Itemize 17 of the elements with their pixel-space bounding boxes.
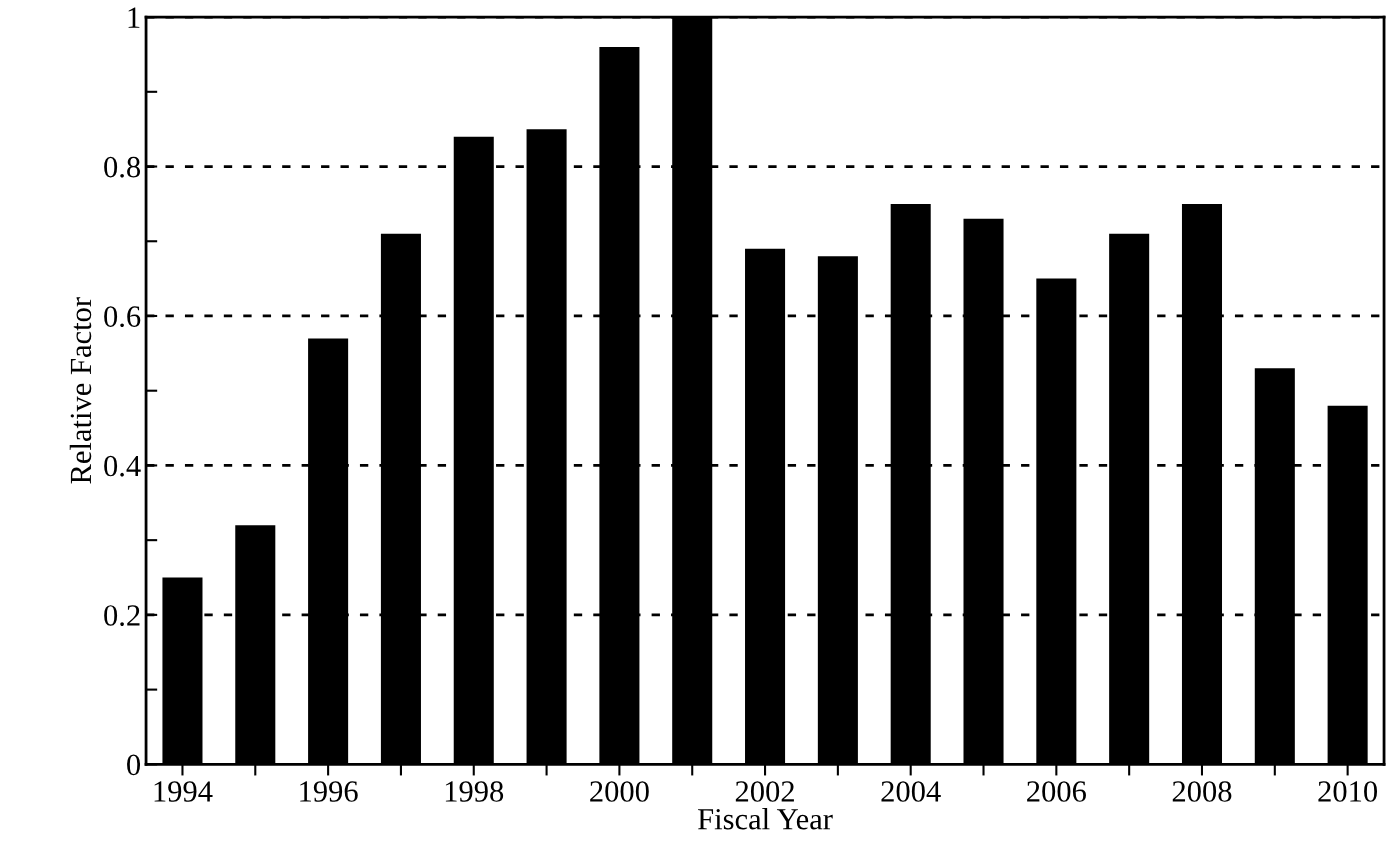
y-tick-label: 0.4 [104,455,141,477]
y-tick-label: 0.2 [104,605,140,626]
x-tick-label: 2010 [1318,781,1378,802]
y-tick-label: 1 [128,7,140,28]
x-tick-label: 1994 [154,781,213,802]
x-tick-label: 2002 [735,781,794,802]
x-tick-label: 1998 [445,781,504,802]
x-tick-label: 2008 [1172,781,1232,802]
y-tick-label: 0.8 [104,156,141,178]
x-axis-title: Fiscal Year [698,808,833,830]
y-tick-label: 0.6 [104,306,141,328]
x-tick-label: 1996 [300,781,358,802]
y-axis-title: Relative Factor [69,297,92,484]
x-tick-label: 2006 [1027,781,1086,802]
y-tick-label: 0 [127,754,141,776]
x-tick-label: 2004 [881,781,941,802]
x-tick-label: 2000 [590,781,649,802]
